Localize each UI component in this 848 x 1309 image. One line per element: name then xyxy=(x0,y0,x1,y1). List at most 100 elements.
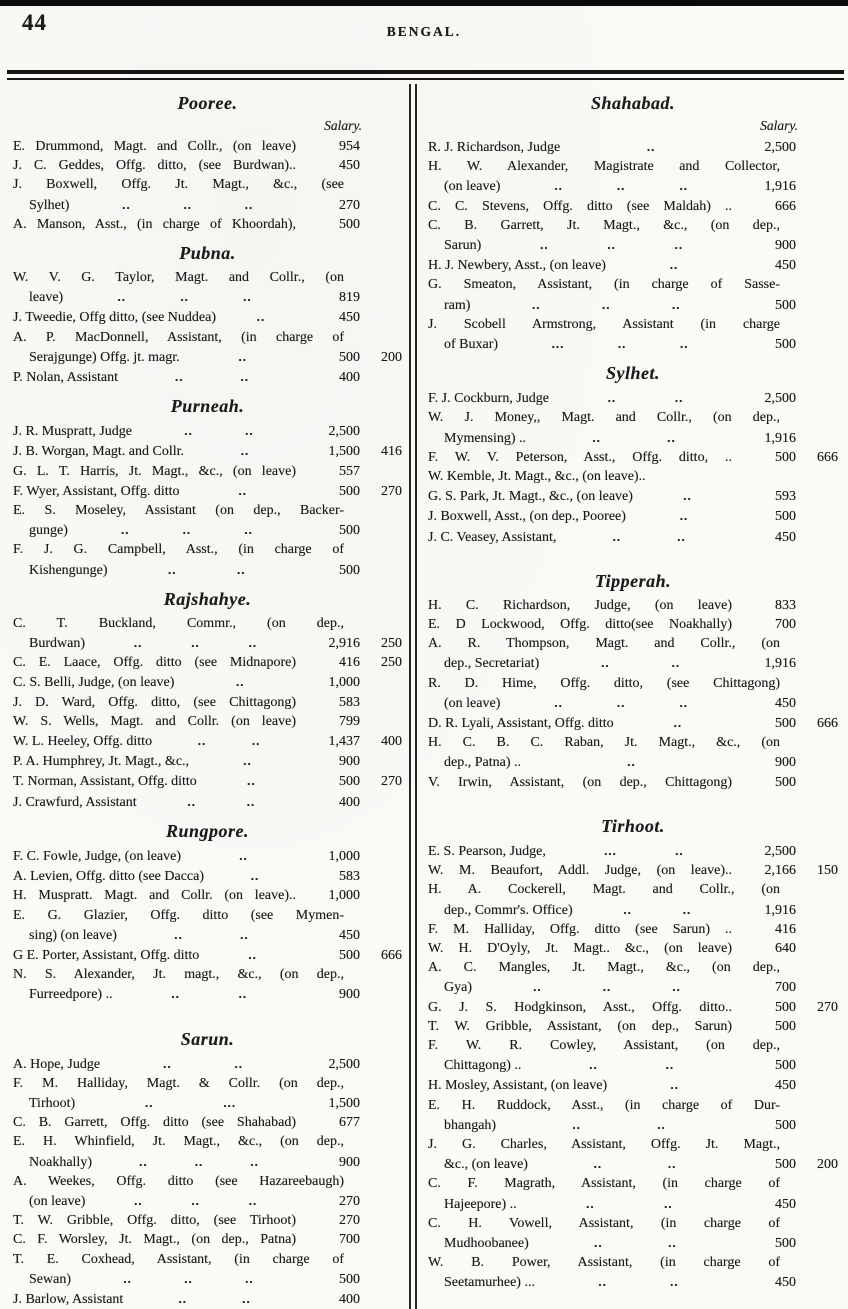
entry: R. J. Richardson, Judge.. 2,500 xyxy=(428,137,838,157)
leader-dots: .. xyxy=(633,486,742,505)
column-right: Shahabad. Salary. R. J. Richardson, Judge.… xyxy=(428,84,848,1309)
entry-text: J. Tweedie, Offg ditto, (see Nuddea) xyxy=(13,310,216,326)
salary-value: 900 xyxy=(775,238,796,254)
entry: J. B. Worgan, Magt. and Collr... 1,500 416 xyxy=(13,441,402,461)
entry-line: A. Hope, Judge.... 2,500 xyxy=(13,1054,402,1074)
leader-dots: .. xyxy=(189,751,306,770)
entry-line: F. M. Halliday, Offg. ditto (see Sarun) … xyxy=(428,920,838,939)
salary-value: 500 xyxy=(775,297,796,313)
salary-value: 400 xyxy=(339,794,360,810)
dot-group: ... xyxy=(223,1094,237,1110)
entry-line: W. J. Money,, Magt. and Collr., (on dep.… xyxy=(428,410,780,426)
salary-value: 500 xyxy=(775,1117,796,1133)
entry: F. M. Halliday, Magt. & Collr. (on dep.,… xyxy=(13,1074,402,1113)
entry-text: H. Mosley, Assistant, (on leave) xyxy=(428,1078,608,1094)
entry-text: leave) xyxy=(29,290,64,306)
entry: P. Nolan, Assistant.... 400 xyxy=(13,367,402,387)
leader-dots: .. xyxy=(180,347,306,366)
salary-value: 500 xyxy=(339,523,360,539)
dot-group: .. xyxy=(572,1116,581,1132)
page-content: Pooree. Salary. E. Drummond, Magt. and Col… xyxy=(0,84,848,1309)
entry: A. P. MacDonnell, Assistant, (in charge … xyxy=(13,328,402,367)
entry: H. A. Cockerell, Magt. and Collr., (on de… xyxy=(428,880,838,919)
salary-value: 500 xyxy=(775,1235,796,1251)
entry-line: E. H. Whinfield, Jt. Magt., &c., (on dep… xyxy=(13,1134,344,1150)
entry-text: G E. Porter, Assistant, Offg. ditto xyxy=(13,947,200,963)
dot-group: .. xyxy=(671,296,681,312)
salary-value: 2,500 xyxy=(328,424,361,440)
entry-text: bhangah) xyxy=(444,1117,497,1133)
salary-value: 799 xyxy=(339,713,360,729)
entry-line: P. A. Humphrey, Jt. Magt., &c.,.. 900 xyxy=(13,751,402,771)
entry-text: E. S. Pearson, Judge, xyxy=(428,843,546,859)
entry-line: F. C. Fowle, Judge, (on leave).. 1,000 xyxy=(13,846,402,866)
entry: H. Muspratt. Magt. and Collr. (on leave)… xyxy=(13,886,402,905)
dot-group: .. xyxy=(168,561,177,577)
entry-line: Seetamurhee) ....... 450 xyxy=(428,1272,838,1292)
entry-text: J. C. Veasey, Assistant, xyxy=(428,529,557,545)
entry: J. Barlow, Assistant.... 400 xyxy=(13,1289,402,1309)
entry-line: H. J. Newbery, Asst., (on leave).. 450 xyxy=(428,255,838,275)
entry-text: A. Levien, Offg. ditto (see Dacca) xyxy=(13,869,204,885)
entry: W. S. Wells, Magt. and Collr. (on leave)… xyxy=(13,712,402,731)
entry: T. Norman, Assistant, Offg. ditto.. 500 27… xyxy=(13,771,402,791)
salary-extra-value: 270 xyxy=(381,483,402,499)
entry: G. Smeaton, Assistant, (in charge of Sas… xyxy=(428,275,838,314)
leader-dots: .... xyxy=(113,984,306,1003)
dot-group: .. xyxy=(594,1234,603,1250)
leader-dots: ...... xyxy=(85,1191,306,1210)
column-divider xyxy=(409,84,417,1309)
entry-text: (on leave) xyxy=(29,1193,86,1209)
salary-value: 2,500 xyxy=(328,1056,361,1072)
salary-value: 500 xyxy=(775,449,796,465)
leader-dots: .... xyxy=(556,527,742,546)
entry-line: J. C. Geddes, Offg. ditto, (see Burdwan)… xyxy=(13,156,402,175)
salary-value: 700 xyxy=(775,980,796,996)
leader-dots: ...... xyxy=(500,176,742,195)
salary-value: 1,916 xyxy=(764,656,797,672)
salary-value: 583 xyxy=(339,869,360,885)
leader-dots: ...... xyxy=(500,693,742,712)
entry-line: R. D. Hime, Offg. ditto, (see Chittagong… xyxy=(428,675,780,691)
entry-line: F. W. V. Peterson, Asst., Offg. ditto, .… xyxy=(428,448,838,467)
dot-group: .. xyxy=(123,1270,132,1286)
dot-group: .. xyxy=(531,296,541,312)
entry-line: R. J. Richardson, Judge.. 2,500 xyxy=(428,137,838,157)
section-title: Sylhet. xyxy=(605,363,660,384)
salary-extra-value: 200 xyxy=(381,349,402,365)
salary-value: 1,916 xyxy=(764,902,797,918)
entry: A. Manson, Asst., (in charge of Khoordah… xyxy=(13,215,402,234)
entry: J. Boxwell, Offg. Jt. Magt., &c., (see Sy… xyxy=(13,175,402,214)
salary-value: 500 xyxy=(775,337,796,353)
entry-line: Sylhet)...... 270 xyxy=(13,195,402,215)
dot-group: .. xyxy=(601,296,611,312)
section-title: Shahabad. xyxy=(590,93,676,113)
entry: T. E. Coxhead, Assistant, (in charge of S… xyxy=(13,1250,402,1289)
dot-group: .. xyxy=(667,1156,677,1172)
salary-value: 450 xyxy=(339,927,360,943)
entry-line: J. R. Muspratt, Judge.... 2,500 xyxy=(13,421,402,441)
entry-line: E. H. Ruddock, Asst., (in charge of Dur- xyxy=(428,1097,780,1113)
dot-group: .. xyxy=(134,1192,143,1208)
section-title: Rajshahye. xyxy=(163,588,252,609)
entry-text: F. M. Halliday, Offg. ditto (see Sarun) … xyxy=(428,921,732,937)
salary-value: 2,166 xyxy=(764,863,797,879)
entry: F. Wyer, Assistant, Offg. ditto.. 500 270 xyxy=(13,481,402,501)
dot-group: .. xyxy=(675,842,684,858)
entry: F. W. V. Peterson, Asst., Offg. ditto, .… xyxy=(428,448,838,467)
dot-group: .. xyxy=(244,522,253,538)
entry-line: T. Norman, Assistant, Offg. ditto.. 500 27… xyxy=(13,771,402,791)
dot-group: .. xyxy=(682,901,692,917)
entry-text: Sylhet) xyxy=(29,197,70,213)
dot-group: .. xyxy=(250,1153,259,1169)
salary-value: 500 xyxy=(775,774,796,790)
salary-extra-value: 666 xyxy=(817,449,838,465)
entry: W. M. Beaufort, Addl. Judge, (on leave).… xyxy=(428,861,838,880)
leader-dots: .... xyxy=(539,653,742,672)
salary-value: 400 xyxy=(339,370,360,386)
entry-text: F. W. V. Peterson, Asst., Offg. ditto, .… xyxy=(428,449,732,465)
entry-line: &c., (on leave).... 500 200 xyxy=(428,1154,838,1174)
entry-line: J. C. Veasey, Assistant,.... 450 xyxy=(428,527,838,547)
entry-line: Burdwan)...... 2,916 250 xyxy=(13,633,402,653)
